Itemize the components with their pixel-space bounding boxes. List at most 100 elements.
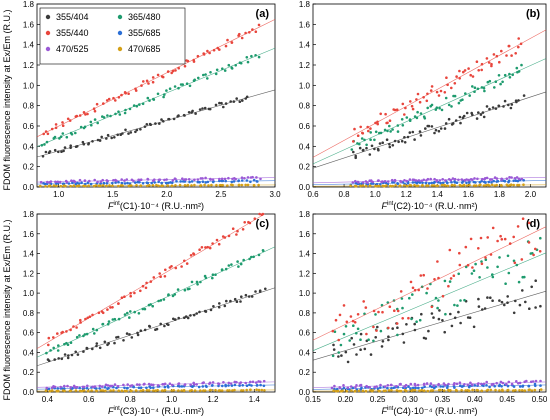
data-point xyxy=(113,317,117,321)
data-point xyxy=(39,180,43,184)
data-point xyxy=(83,179,87,183)
data-point xyxy=(246,60,250,64)
data-point xyxy=(69,144,72,147)
data-point xyxy=(134,389,138,392)
y-tick-label: 0.0 xyxy=(23,183,35,192)
data-point xyxy=(62,149,65,153)
data-point xyxy=(393,139,397,143)
data-point xyxy=(215,183,218,187)
data-point xyxy=(379,383,382,387)
data-point xyxy=(341,389,344,393)
data-point xyxy=(82,350,85,353)
data-point xyxy=(115,179,118,183)
data-point xyxy=(67,182,71,185)
data-point xyxy=(70,133,74,136)
data-point xyxy=(254,54,257,57)
data-point xyxy=(179,180,182,183)
data-point xyxy=(409,382,413,386)
data-point xyxy=(203,389,207,392)
data-point xyxy=(513,261,517,265)
data-point xyxy=(149,303,152,306)
data-point xyxy=(75,335,79,339)
data-point xyxy=(527,384,531,388)
data-point xyxy=(106,179,109,183)
data-point xyxy=(143,125,147,128)
data-point xyxy=(91,327,95,331)
y-tick-label: 1.0 xyxy=(23,81,35,90)
data-point xyxy=(413,382,417,386)
data-point xyxy=(422,273,426,277)
data-point xyxy=(230,67,234,70)
data-point xyxy=(191,109,194,113)
data-point xyxy=(96,138,100,142)
data-point xyxy=(250,384,253,387)
series-355-440 xyxy=(36,19,276,138)
data-point xyxy=(350,336,354,340)
data-point xyxy=(226,38,229,42)
data-point xyxy=(120,296,124,300)
data-point xyxy=(430,305,434,309)
data-point xyxy=(254,381,258,384)
data-point xyxy=(154,389,157,393)
data-point xyxy=(490,178,494,181)
data-point xyxy=(188,180,191,184)
data-point xyxy=(257,23,261,27)
data-point xyxy=(94,184,98,187)
y-tick-label: 0.0 xyxy=(299,183,311,192)
data-point xyxy=(511,73,514,77)
y-tick-label: 1.6 xyxy=(299,20,311,29)
data-point xyxy=(509,106,513,110)
data-point xyxy=(364,306,368,309)
data-point xyxy=(458,77,462,80)
x-axis-title: Fint(C1)·10⁻⁴ (R.U.·nm²) xyxy=(108,201,204,211)
panel-letter: (b) xyxy=(526,8,540,20)
plot-frame xyxy=(36,213,276,393)
data-point xyxy=(61,121,64,124)
data-point xyxy=(149,386,152,390)
data-point xyxy=(144,286,148,290)
data-point xyxy=(122,383,125,387)
data-point xyxy=(364,184,368,188)
data-point xyxy=(368,386,372,389)
data-point xyxy=(218,101,221,105)
data-point xyxy=(472,269,476,273)
data-point xyxy=(199,389,202,392)
data-point xyxy=(158,178,162,181)
y-tick-label: 0.8 xyxy=(23,309,35,318)
data-point xyxy=(492,53,496,56)
data-point xyxy=(350,148,354,151)
data-point xyxy=(174,318,177,321)
data-point xyxy=(117,96,121,99)
data-point xyxy=(227,176,230,180)
data-point xyxy=(396,124,400,127)
data-point xyxy=(188,287,191,291)
data-point xyxy=(342,332,346,336)
y-tick-label: 0.4 xyxy=(299,348,311,357)
data-point xyxy=(192,252,196,256)
data-point xyxy=(73,180,77,183)
data-point xyxy=(107,97,111,101)
data-point xyxy=(170,184,174,187)
data-point xyxy=(436,306,439,310)
data-point xyxy=(447,382,450,386)
data-point xyxy=(507,271,511,275)
data-point xyxy=(85,332,89,336)
data-point xyxy=(438,179,442,182)
series-470-525 xyxy=(312,379,547,390)
data-point xyxy=(159,299,163,302)
data-point xyxy=(376,122,380,126)
data-point xyxy=(426,177,430,181)
data-point xyxy=(517,177,521,181)
data-point xyxy=(175,180,178,183)
data-point xyxy=(190,184,193,187)
panel-a: 1.0 1.5 2.0 2.5 3.0 0.0 0.2 0.4 0.6 0.8 1.0 1.2 1.4 1… xyxy=(23,0,281,211)
data-point xyxy=(458,251,461,255)
data-point xyxy=(505,177,509,180)
legend-marker xyxy=(45,14,51,20)
data-point xyxy=(380,303,384,307)
data-point xyxy=(172,117,176,121)
data-point xyxy=(42,132,45,136)
data-point xyxy=(189,254,193,257)
data-point xyxy=(342,304,346,307)
data-point xyxy=(217,384,220,388)
